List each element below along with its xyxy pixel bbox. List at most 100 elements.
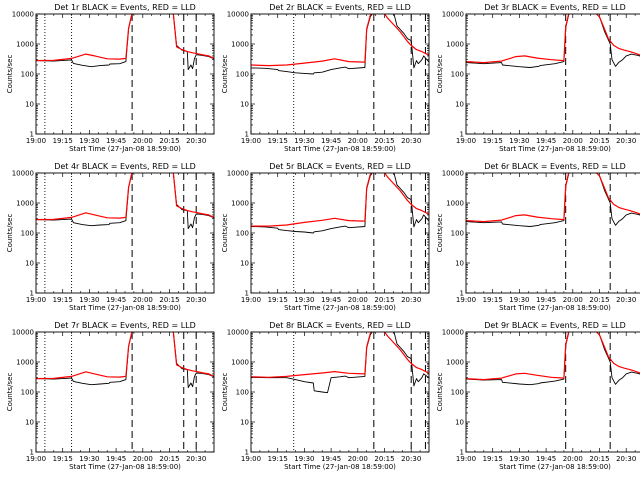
panel-det-2: Det 2r BLACK = Events, RED = LLD 1 10 100 10… [221,3,430,153]
x-tick-label: 19:00 [26,455,46,463]
x-tick-label: 19:00 [26,296,46,304]
x-axis-label: Start Time (27-Jan-08 18:59:00) [284,145,396,153]
y-tick-label: 1000 [446,41,464,49]
x-axis-label: Start Time (27-Jan-08 18:59:00) [69,304,181,312]
x-tick-label: 19:00 [456,296,476,304]
x-tick-label: 20:30 [186,137,206,145]
y-tick-label: 10 [455,419,464,427]
x-tick-label: 19:30 [79,296,99,304]
y-tick-label: 10000 [227,170,249,178]
x-tick-label: 20:00 [563,455,583,463]
x-axis-label: Start Time (27-Jan-08 18:59:00) [69,463,181,471]
series-lld-line [36,14,214,62]
x-tick-label: 19:30 [509,137,529,145]
y-tick-label: 1000 [231,359,249,367]
x-tick-label: 19:45 [106,296,126,304]
x-tick-label: 20:15 [589,296,609,304]
x-tick-label: 20:00 [348,296,368,304]
x-tick-label: 19:15 [53,296,73,304]
y-tick-label: 10 [25,260,34,268]
x-tick-label: 19:15 [483,137,503,145]
x-axis-label: Start Time (27-Jan-08 18:59:00) [284,463,396,471]
x-tick-label: 19:15 [483,455,503,463]
x-tick-label: 20:15 [589,455,609,463]
x-tick-label: 19:00 [241,296,261,304]
x-tick-label: 19:45 [321,296,341,304]
plot-frame [465,331,640,453]
plot-frame [465,13,640,135]
x-tick-label: 20:15 [374,296,394,304]
y-tick-label: 10 [240,101,249,109]
y-axis-label: Counts/sec [6,373,14,412]
y-axis-label: Counts/sec [436,214,444,253]
y-axis-label: Counts/sec [221,55,229,94]
x-tick-label: 19:30 [294,137,314,145]
y-tick-label: 100 [21,230,34,238]
x-tick-label: 19:45 [536,296,556,304]
panel-title: Det 1r BLACK = Events, RED = LLD [54,3,196,12]
panel-det-5: Det 5r BLACK = Events, RED = LLD 1 10 100 10… [221,162,430,312]
y-tick-label: 100 [236,389,249,397]
y-tick-label: 1 [30,290,34,298]
y-tick-label: 10 [240,260,249,268]
series-lld-line [251,14,429,67]
y-tick-label: 10000 [442,11,464,19]
x-tick-label: 19:45 [321,137,341,145]
y-axis-label: Counts/sec [436,55,444,94]
y-tick-label: 100 [21,71,34,79]
series-lld-line [466,14,640,64]
series-lld-line [36,332,214,380]
x-tick-label: 19:15 [53,455,73,463]
plot-frame [35,172,215,294]
x-tick-label: 19:00 [241,455,261,463]
panel-title: Det 9r BLACK = Events, RED = LLD [484,321,626,330]
series-lld-line [251,173,429,227]
y-tick-label: 1 [245,131,249,139]
panel-det-3: Det 3r BLACK = Events, RED = LLD 1 10 100 10… [436,3,640,153]
x-axis-label: Start Time (27-Jan-08 18:59:00) [284,304,396,312]
x-tick-label: 20:00 [348,137,368,145]
y-tick-label: 100 [451,71,464,79]
panel-det-8: Det 8r BLACK = Events, RED = LLD 1 10 100 10… [221,321,430,471]
y-tick-label: 1 [460,131,464,139]
y-tick-label: 10 [25,101,34,109]
panel-title: Det 2r BLACK = Events, RED = LLD [269,3,411,12]
y-tick-label: 1000 [446,200,464,208]
x-tick-label: 20:15 [589,137,609,145]
y-tick-label: 1000 [446,359,464,367]
x-tick-label: 19:00 [456,455,476,463]
plot-frame [465,172,640,294]
y-axis-label: Counts/sec [436,373,444,412]
series-events-line [36,332,214,389]
x-tick-label: 19:30 [79,455,99,463]
x-tick-label: 19:30 [509,455,529,463]
x-tick-label: 19:15 [483,296,503,304]
y-axis-label: Counts/sec [221,214,229,253]
x-tick-label: 19:45 [536,137,556,145]
x-tick-label: 20:30 [401,455,421,463]
x-tick-label: 20:00 [133,455,153,463]
y-tick-label: 100 [451,230,464,238]
series-events-line [251,173,429,234]
x-tick-label: 19:30 [294,455,314,463]
y-tick-label: 1 [30,449,34,457]
series-lld-line [466,173,640,223]
panel-title: Det 5r BLACK = Events, RED = LLD [269,162,411,171]
y-tick-label: 10000 [227,329,249,337]
y-axis-label: Counts/sec [221,373,229,412]
x-tick-label: 20:30 [401,296,421,304]
panel-title: Det 6r BLACK = Events, RED = LLD [484,162,626,171]
y-tick-label: 1 [245,290,249,298]
x-tick-label: 19:45 [536,455,556,463]
x-tick-label: 20:30 [401,137,421,145]
y-axis-label: Counts/sec [6,55,14,94]
panel-title: Det 4r BLACK = Events, RED = LLD [54,162,196,171]
x-tick-label: 19:15 [268,455,288,463]
plot-frame [250,331,430,453]
y-tick-label: 1 [460,290,464,298]
y-tick-label: 10 [25,419,34,427]
x-tick-label: 20:30 [616,296,636,304]
x-tick-label: 20:15 [159,296,179,304]
x-tick-label: 19:30 [509,296,529,304]
